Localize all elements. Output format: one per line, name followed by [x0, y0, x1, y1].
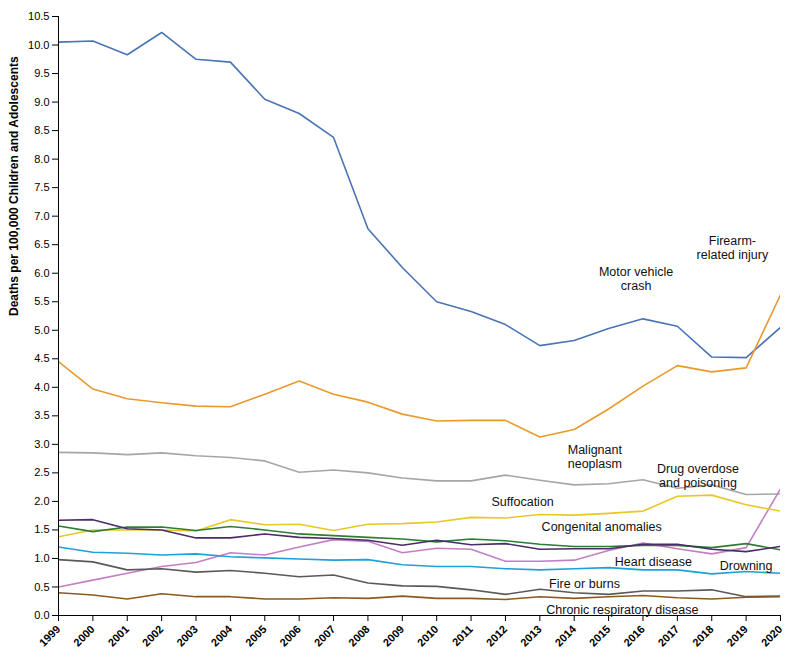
svg-text:10.0: 10.0: [28, 39, 49, 51]
svg-text:9.0: 9.0: [34, 96, 49, 108]
svg-text:2003: 2003: [174, 623, 200, 649]
svg-text:2020: 2020: [759, 623, 785, 649]
svg-text:Suffocation: Suffocation: [491, 495, 553, 509]
svg-text:2009: 2009: [380, 623, 406, 649]
svg-text:2005: 2005: [243, 623, 269, 649]
svg-text:2011: 2011: [450, 623, 475, 648]
svg-text:Chronic respiratory disease: Chronic respiratory disease: [546, 603, 698, 617]
svg-text:2004: 2004: [209, 622, 235, 648]
svg-text:2.0: 2.0: [34, 495, 49, 507]
svg-text:7.5: 7.5: [34, 181, 49, 193]
svg-text:5.0: 5.0: [34, 324, 49, 336]
svg-text:10.5: 10.5: [28, 10, 49, 22]
svg-text:6.0: 6.0: [34, 267, 49, 279]
svg-text:2007: 2007: [312, 623, 338, 649]
svg-text:7.0: 7.0: [34, 210, 49, 222]
svg-text:2002: 2002: [140, 623, 166, 649]
svg-text:8.5: 8.5: [34, 124, 49, 136]
svg-text:Firearm-related injury: Firearm-related injury: [697, 234, 769, 262]
svg-text:2000: 2000: [71, 623, 97, 649]
svg-text:0.0: 0.0: [34, 609, 49, 621]
svg-text:2010: 2010: [415, 623, 441, 649]
svg-text:Heart disease: Heart disease: [615, 555, 692, 569]
svg-text:2015: 2015: [587, 623, 613, 649]
svg-text:2019: 2019: [724, 623, 750, 649]
svg-text:9.5: 9.5: [34, 67, 49, 79]
svg-text:3.5: 3.5: [34, 409, 49, 421]
svg-text:Motor vehiclecrash: Motor vehiclecrash: [599, 265, 673, 293]
svg-text:4.5: 4.5: [34, 352, 49, 364]
svg-text:2013: 2013: [518, 623, 544, 649]
svg-text:3.0: 3.0: [34, 438, 49, 450]
svg-text:8.0: 8.0: [34, 153, 49, 165]
svg-text:2006: 2006: [277, 623, 303, 649]
svg-text:Drowning: Drowning: [720, 559, 773, 573]
svg-text:5.5: 5.5: [34, 295, 49, 307]
svg-text:Malignantneoplasm: Malignantneoplasm: [568, 443, 623, 471]
svg-text:2014: 2014: [552, 622, 578, 648]
svg-text:2001: 2001: [105, 623, 131, 649]
svg-text:2016: 2016: [621, 623, 647, 649]
svg-text:2018: 2018: [690, 623, 716, 649]
svg-text:Deaths per 100,000 Children an: Deaths per 100,000 Children and Adolesce…: [7, 56, 21, 316]
svg-text:Drug overdoseand poisoning: Drug overdoseand poisoning: [657, 462, 739, 490]
svg-text:4.0: 4.0: [34, 381, 49, 393]
svg-text:2017: 2017: [655, 623, 681, 649]
svg-text:Congenital anomalies: Congenital anomalies: [542, 520, 662, 534]
svg-text:1999: 1999: [37, 623, 63, 649]
svg-text:2008: 2008: [346, 623, 372, 649]
svg-text:6.5: 6.5: [34, 238, 49, 250]
svg-text:1.0: 1.0: [34, 552, 49, 564]
svg-text:0.5: 0.5: [34, 580, 49, 592]
svg-text:2012: 2012: [484, 623, 510, 649]
svg-text:1.5: 1.5: [34, 523, 49, 535]
svg-text:2.5: 2.5: [34, 466, 49, 478]
svg-text:Fire or burns: Fire or burns: [549, 577, 620, 591]
